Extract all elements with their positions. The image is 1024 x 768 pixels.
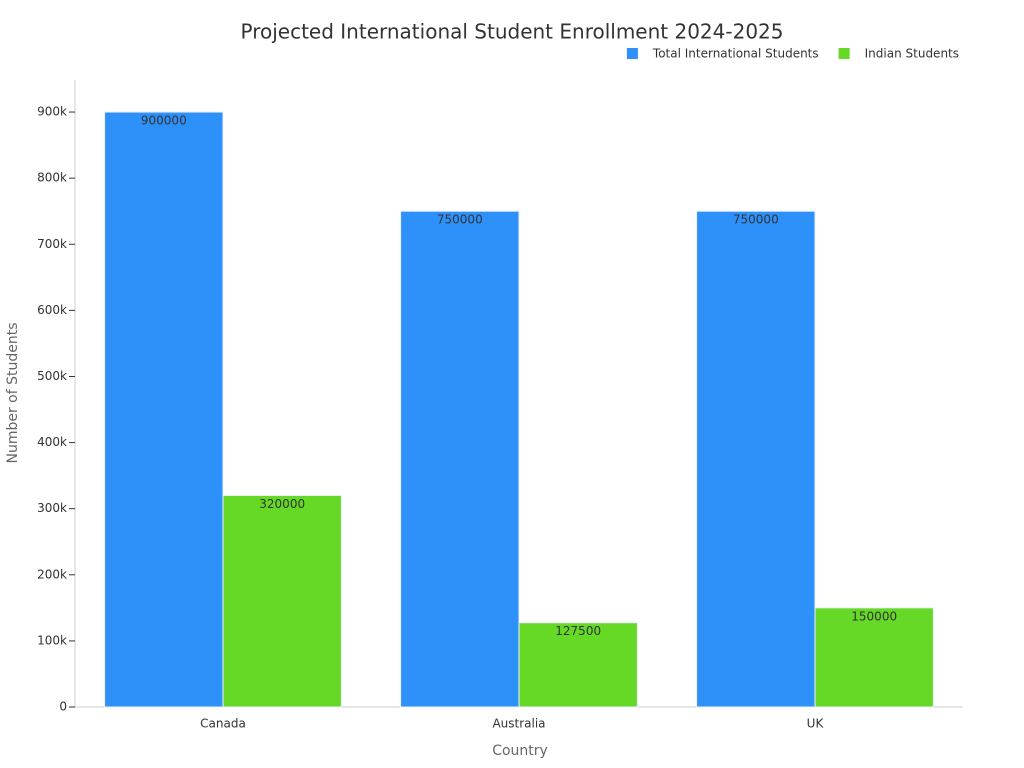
data-label: 750000 bbox=[733, 213, 779, 227]
y-tick-label: 600k bbox=[37, 303, 67, 317]
bar bbox=[696, 210, 816, 708]
bar bbox=[222, 494, 342, 708]
x-tick-label: Australia bbox=[492, 717, 545, 731]
legend-swatch bbox=[838, 48, 850, 59]
x-tick-label: UK bbox=[807, 717, 825, 731]
bar bbox=[104, 111, 224, 708]
data-label: 900000 bbox=[141, 114, 187, 128]
x-tick-label: Canada bbox=[200, 717, 246, 731]
data-label: 320000 bbox=[259, 497, 305, 511]
y-tick-label: 700k bbox=[37, 237, 67, 251]
y-tick-label: 900k bbox=[37, 105, 67, 119]
data-label: 127500 bbox=[555, 624, 601, 638]
data-label: 750000 bbox=[437, 213, 483, 227]
data-label: 150000 bbox=[851, 609, 897, 623]
y-axis-label: Number of Students bbox=[5, 322, 21, 463]
bar bbox=[814, 607, 934, 708]
x-axis-label: Country bbox=[492, 743, 548, 759]
y-tick-label: 400k bbox=[37, 435, 67, 449]
bar bbox=[400, 210, 520, 708]
y-tick-label: 0 bbox=[59, 700, 67, 714]
y-tick-label: 500k bbox=[37, 369, 67, 383]
legend-swatch bbox=[626, 48, 638, 59]
y-tick-label: 200k bbox=[37, 567, 67, 581]
chart-title: Projected International Student Enrollme… bbox=[241, 20, 784, 44]
y-tick-label: 100k bbox=[37, 633, 67, 647]
y-tick-label: 300k bbox=[37, 501, 67, 515]
bar bbox=[518, 622, 638, 708]
legend-label: Total International Students bbox=[652, 47, 819, 61]
legend-label: Indian Students bbox=[865, 47, 959, 61]
y-tick-label: 800k bbox=[37, 171, 67, 185]
